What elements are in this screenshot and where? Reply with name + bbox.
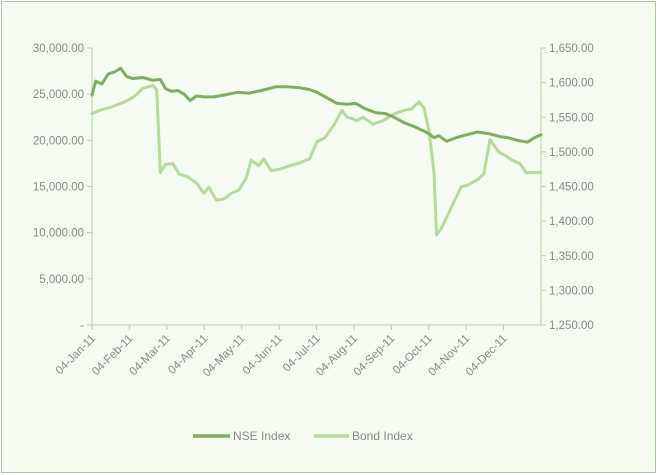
legend-label-nse: NSE Index — [233, 429, 290, 443]
left-y-tick-label: 25,000.00 — [33, 89, 84, 101]
right-y-tick-label: 1,650.00 — [549, 43, 594, 55]
series-lines — [90, 66, 543, 237]
series-line-bond-index — [90, 83, 543, 237]
right-y-tick-label: 1,250.00 — [549, 320, 594, 332]
left-y-tick-labels: - 5,000.00 10,000.00 15,000.00 20,000.00 25,0… — [33, 43, 84, 332]
left-y-tick-label: 5,000.00 — [39, 274, 84, 286]
x-tick-label: 04-Mar-11 — [128, 333, 173, 378]
left-y-tick-label: 10,000.00 — [33, 228, 84, 240]
right-y-tick-label: 1,400.00 — [549, 216, 594, 228]
x-tick-label: 04-Sep-11 — [352, 333, 398, 379]
right-y-tick-label: 1,450.00 — [549, 182, 594, 194]
left-y-tick-label: 30,000.00 — [33, 43, 84, 55]
right-y-tick-label: 1,550.00 — [549, 112, 594, 124]
legend-label-bond: Bond Index — [352, 429, 413, 443]
series-line-nse-index — [90, 66, 543, 144]
right-y-tick-label: 1,350.00 — [549, 251, 594, 263]
left-y-tick-label: 15,000.00 — [33, 182, 84, 194]
left-y-tick-label: 20,000.00 — [33, 135, 84, 147]
right-y-tick-label: 1,500.00 — [549, 147, 594, 159]
left-y-tick-label: - — [80, 320, 84, 332]
right-y-tick-label: 1,300.00 — [549, 285, 594, 297]
right-y-tick-label: 1,600.00 — [549, 78, 594, 90]
right-y-tick-labels: 1,250.00 1,300.00 1,350.00 1,400.00 1,450.00… — [549, 43, 594, 332]
x-tick-label: 04-Jun-11 — [241, 333, 286, 378]
x-tick-labels: 04-Jan-1104-Feb-1104-Mar-1104-Apr-1104-M… — [54, 333, 510, 380]
x-tick-label: 04-Dec-11 — [464, 333, 510, 379]
legend: NSE Index Bond Index — [193, 429, 413, 443]
